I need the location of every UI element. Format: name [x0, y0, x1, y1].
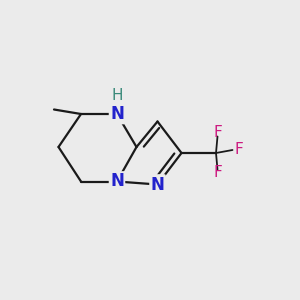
Text: H: H	[111, 88, 123, 103]
Text: F: F	[213, 125, 222, 140]
Text: N: N	[151, 176, 164, 194]
Text: F: F	[235, 142, 244, 158]
Text: N: N	[110, 105, 124, 123]
Text: N: N	[110, 172, 124, 190]
Text: F: F	[213, 165, 222, 180]
